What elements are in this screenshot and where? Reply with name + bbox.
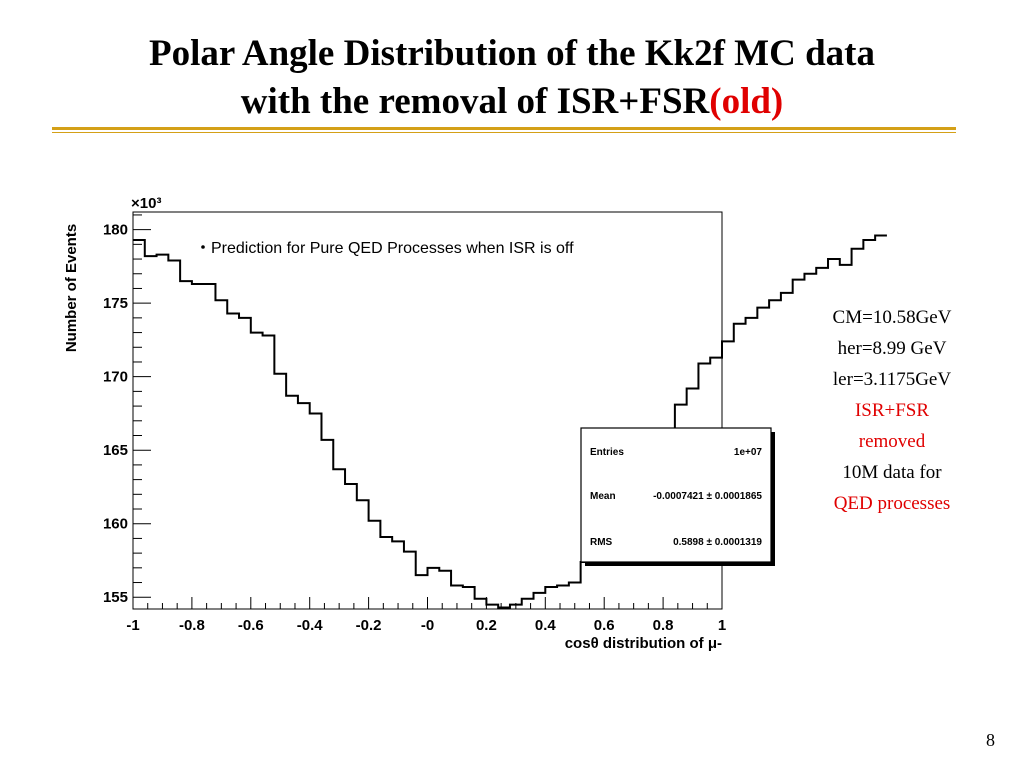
x-tick-label: -0.6: [238, 617, 264, 634]
info-ler: ler=3.1175GeV: [832, 369, 952, 390]
x-tick-label: -0.2: [356, 617, 382, 634]
title-divider-thin: [52, 132, 956, 133]
info-cm: CM=10.58GeV: [832, 307, 952, 328]
info-process: QED processes: [833, 493, 951, 514]
stats-rows: Entries 1e+07 Mean -0.0007421 ± 0.0001865 RM…: [590, 447, 762, 548]
stats-box-frame: [580, 427, 772, 563]
histogram-series: [133, 234, 887, 609]
x-tick-labels: -1 -0.8 -0.6 -0.4 -0.2 -0 0.2 0.4 0.6 0.8 1: [126, 617, 726, 634]
x-axis-label: cosθ distribution of μ-: [565, 635, 722, 652]
y-tick-label: 155: [103, 589, 128, 606]
stats-label: Mean: [590, 491, 616, 502]
x-tick-label: -0: [421, 617, 434, 634]
y-tick-labels: 155 160 165 170 175 180: [103, 222, 128, 607]
x-tick-label: 1: [718, 617, 726, 634]
y-tick-label: 175: [103, 295, 128, 312]
x-tick-label: 0.4: [535, 617, 557, 634]
y-axis: [133, 214, 151, 598]
x-tick-label: -0.8: [179, 617, 205, 634]
y-tick-label: 160: [103, 516, 128, 533]
stats-label: Entries: [590, 447, 624, 458]
x-tick-label: -1: [126, 617, 139, 634]
title-line-2: with the removal of ISR+FSR: [240, 81, 710, 122]
y-multiplier: ×10³: [131, 195, 161, 212]
stats-box: Entries 1e+07 Mean -0.0007421 ± 0.0001865 RM…: [580, 427, 775, 566]
x-tick-label: 0.2: [476, 617, 497, 634]
y-tick-label: 165: [103, 442, 128, 459]
title-divider-thick: [52, 127, 956, 130]
slide-title: Polar Angle Distribution of the Kk2f MC …: [0, 30, 1024, 126]
x-tick-label: -0.4: [297, 617, 324, 634]
stats-label: RMS: [590, 537, 613, 548]
x-tick-label: 0.8: [653, 617, 674, 634]
y-axis-label: Number of Events: [63, 224, 80, 352]
stats-value: -0.0007421 ± 0.0001865: [653, 491, 762, 502]
info-data-size: 10M data for: [842, 462, 942, 483]
title-line-1: Polar Angle Distribution of the Kk2f MC …: [149, 33, 875, 74]
info-removed-1: ISR+FSR: [854, 400, 930, 421]
info-removed-2: removed: [858, 431, 926, 452]
x-tick-label: 0.6: [594, 617, 615, 634]
title-highlight: (old): [709, 81, 784, 122]
info-her: her=8.99 GeV: [837, 338, 947, 359]
info-panel: CM=10.58GeV her=8.99 GeV ler=3.1175GeV I…: [786, 302, 998, 519]
page-number: 8: [986, 730, 995, 750]
y-tick-label: 170: [103, 369, 128, 386]
stats-value: 0.5898 ± 0.0001319: [673, 537, 762, 548]
stats-value: 1e+07: [734, 447, 763, 458]
legend-marker: [201, 245, 205, 249]
legend-text: Prediction for Pure QED Processes when I…: [211, 240, 574, 257]
y-tick-label: 180: [103, 222, 128, 239]
